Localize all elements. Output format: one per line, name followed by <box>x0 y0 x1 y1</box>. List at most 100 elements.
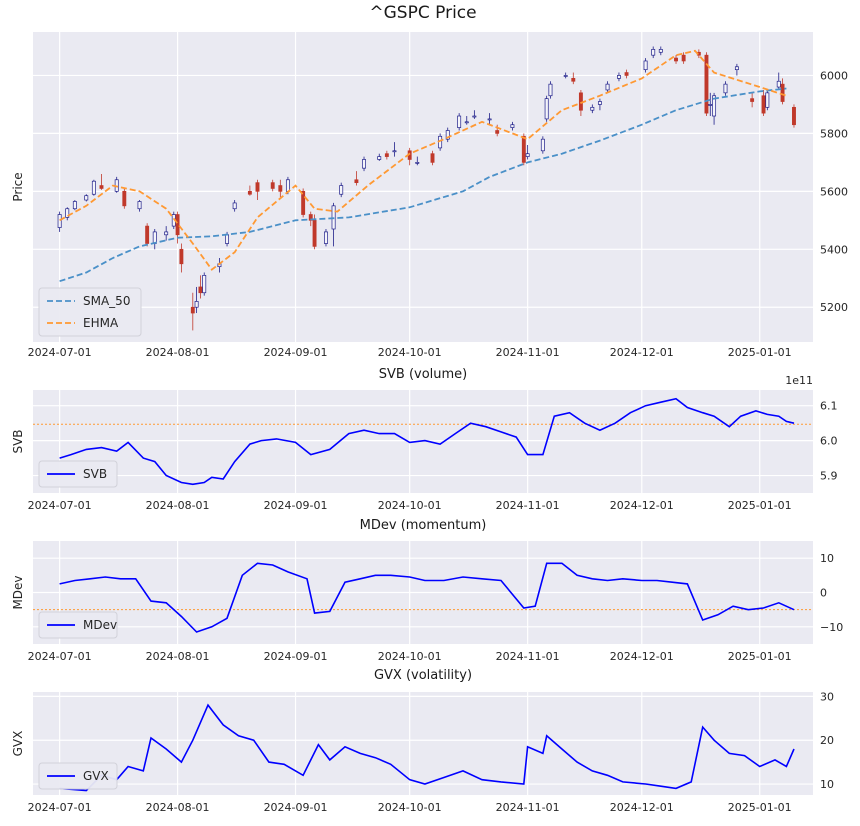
legend: SMA_50 EHMA <box>38 287 142 337</box>
x-tick-label: 2024-12-01 <box>610 801 674 814</box>
y-tick-label: 5600 <box>820 185 848 198</box>
candle-down <box>495 130 500 134</box>
chart-panel-4: GVX (volatility) GVX 10 20 30 2024-07-01 2024-… <box>11 668 834 814</box>
chart-panel-3: MDev (momentum) MDev −10 0 10 2024-07-01 2024-… <box>11 518 843 663</box>
plot-background <box>33 692 813 795</box>
x-tick-label: 2024-09-01 <box>264 499 328 512</box>
candle-up <box>605 83 610 91</box>
candle-up <box>540 138 545 152</box>
x-tick-label: 2024-11-01 <box>496 499 560 512</box>
chart-panel-2: SVB (volume) SVB 5.9 6.0 6.1 2024-07-01 2024-0… <box>11 367 838 512</box>
candle-down <box>674 57 678 62</box>
candle-down <box>270 182 275 189</box>
candle-down <box>312 219 317 247</box>
series-line-svb <box>59 397 795 486</box>
candle-down <box>624 72 629 76</box>
y-tick-label: 6000 <box>820 69 848 82</box>
candle-up <box>72 201 77 210</box>
candle-down <box>301 190 306 215</box>
plot-background <box>33 32 813 342</box>
candle-up <box>658 49 663 53</box>
y-tick-label: 30 <box>820 690 834 703</box>
legend: MDev <box>38 611 118 639</box>
plot-area <box>59 703 795 792</box>
x-tick-label: 2025-01-01 <box>728 346 792 359</box>
candle-down <box>780 83 785 102</box>
candle-up <box>643 60 648 71</box>
legend-box <box>38 287 142 337</box>
candle-up <box>723 83 728 94</box>
chart-title: MDev (momentum) <box>360 518 487 533</box>
x-tick-label: 2024-10-01 <box>378 801 442 814</box>
candle-up <box>510 124 515 128</box>
y-axis-label: SVB <box>11 429 25 453</box>
x-tick-label: 2024-07-01 <box>28 346 92 359</box>
y-tick-label: 6.1 <box>820 400 838 413</box>
candle-up <box>525 153 530 157</box>
x-tick-label: 2024-09-01 <box>264 650 328 663</box>
plot-area <box>59 562 795 633</box>
candle-up <box>194 301 199 308</box>
candle-down <box>122 190 127 207</box>
candle-up <box>392 150 397 153</box>
candle-up <box>415 162 420 164</box>
candle-up <box>339 185 344 195</box>
series-line-gvx <box>59 703 795 792</box>
candle-down <box>247 190 252 195</box>
x-tick-label: 2024-09-01 <box>264 801 328 814</box>
plot-area <box>57 46 796 331</box>
candle-up <box>548 83 553 97</box>
candle-up <box>377 156 382 160</box>
candle-up <box>734 66 739 71</box>
plot-area <box>59 397 795 486</box>
y-tick-label: 5.9 <box>820 470 838 483</box>
y-tick-label: 10 <box>820 778 834 791</box>
candle-up <box>708 104 713 106</box>
x-tick-label: 2025-01-01 <box>728 801 792 814</box>
candle-up <box>617 75 621 79</box>
candle-down <box>255 182 260 192</box>
x-tick-label: 2025-01-01 <box>728 650 792 663</box>
candle-up <box>544 98 549 120</box>
candle-down <box>278 185 283 192</box>
legend-box <box>38 611 118 639</box>
legend: GVX <box>38 762 118 790</box>
candle-down <box>179 248 184 265</box>
candle-up <box>651 49 656 56</box>
candle-down <box>521 135 526 163</box>
y-axis-label: Price <box>11 172 25 201</box>
chart-title: ^GSPC Price <box>369 3 476 23</box>
x-tick-label: 2024-07-01 <box>28 499 92 512</box>
x-tick-label: 2024-08-01 <box>146 650 210 663</box>
candle-up <box>91 180 96 195</box>
candle-up <box>776 80 781 88</box>
candle-up <box>445 130 450 140</box>
candle-up <box>137 201 142 210</box>
chart-title: SVB (volume) <box>379 367 468 382</box>
series-line-mdev <box>59 562 795 633</box>
series-line-ehma <box>59 49 787 271</box>
x-tick-label: 2024-12-01 <box>610 499 674 512</box>
series-line-sma_50 <box>59 87 787 283</box>
candle-up <box>590 106 595 111</box>
legend-label: GVX <box>83 769 109 783</box>
candle-down <box>430 153 435 163</box>
candle-up <box>712 95 717 117</box>
candle-up <box>57 214 62 228</box>
candle-up <box>464 121 469 124</box>
candle-up <box>597 101 602 105</box>
y-scale-label: 1e11 <box>785 374 813 387</box>
candle-up <box>202 275 207 294</box>
candle-down <box>750 98 755 102</box>
candle-down <box>571 78 576 82</box>
x-tick-label: 2024-10-01 <box>378 346 442 359</box>
y-tick-label: 5400 <box>820 243 848 256</box>
candle-down <box>792 106 796 126</box>
candle-up <box>487 118 492 121</box>
legend-label: EHMA <box>83 316 119 330</box>
x-tick-label: 2024-11-01 <box>496 346 560 359</box>
candle-up <box>65 208 70 218</box>
x-tick-label: 2024-08-01 <box>146 346 210 359</box>
candle-up <box>457 115 462 128</box>
